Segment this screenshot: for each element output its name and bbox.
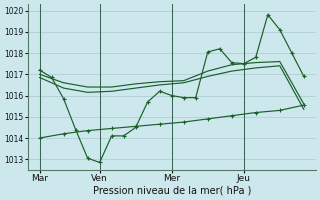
X-axis label: Pression niveau de la mer( hPa ): Pression niveau de la mer( hPa ) [92, 186, 251, 196]
